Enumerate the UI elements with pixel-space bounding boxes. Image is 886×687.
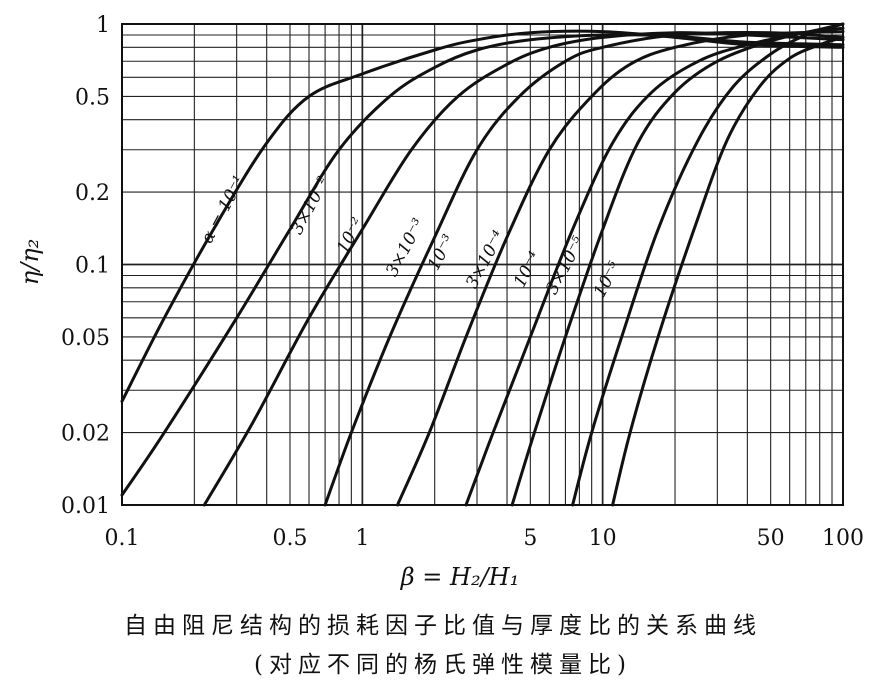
series-label-6: 3×10⁻⁴ (462, 227, 509, 292)
y-tick-label: 1 (96, 13, 110, 38)
x-tick-label: 100 (822, 526, 864, 551)
y-tick-label: 0.2 (75, 181, 110, 206)
series-label-4: 3×10⁻³ (382, 215, 429, 280)
x-tick-label: 5 (523, 526, 537, 551)
x-tick-label: 10 (589, 526, 617, 551)
y-tick-label: 0.1 (75, 254, 110, 279)
x-tick-label: 0.1 (105, 526, 140, 551)
x-tick-label: 1 (355, 526, 369, 551)
series-label-2: 3×10⁻² (287, 173, 334, 238)
x-tick-label: 0.5 (272, 526, 307, 551)
caption-line-1: 自由阻尼结构的损耗因子比值与厚度比的关系曲线 (0, 606, 886, 640)
x-tick-labels: 0.1 0.5 1 5 10 50 100 (105, 526, 865, 551)
y-tick-label: 0.02 (61, 422, 110, 447)
x-tick-label: 50 (757, 526, 785, 551)
y-tick-label: 0.01 (61, 494, 110, 519)
y-axis-title: η/η₂ (16, 239, 44, 285)
chart: α = 10⁻¹ 3×10⁻²10⁻² 3×10⁻³10⁻³ 3×10⁻⁴ 10⁻⁴3×… (0, 0, 886, 600)
series-line-9 (613, 37, 843, 505)
series-label-5: 10⁻³ (424, 231, 459, 274)
series-label-7: 10⁻⁴ (510, 248, 545, 291)
series-label-1: α = 10⁻¹ (197, 172, 249, 247)
y-tick-labels: 1 0.5 0.2 0.1 0.05 0.02 0.01 (61, 13, 110, 519)
caption-line-2: (对应不同的杨氏弹性模量比) (0, 645, 886, 679)
y-tick-label: 0.5 (75, 85, 110, 110)
y-tick-label: 0.05 (61, 326, 110, 351)
x-axis-title: β = H₂/H₁ (400, 563, 519, 591)
